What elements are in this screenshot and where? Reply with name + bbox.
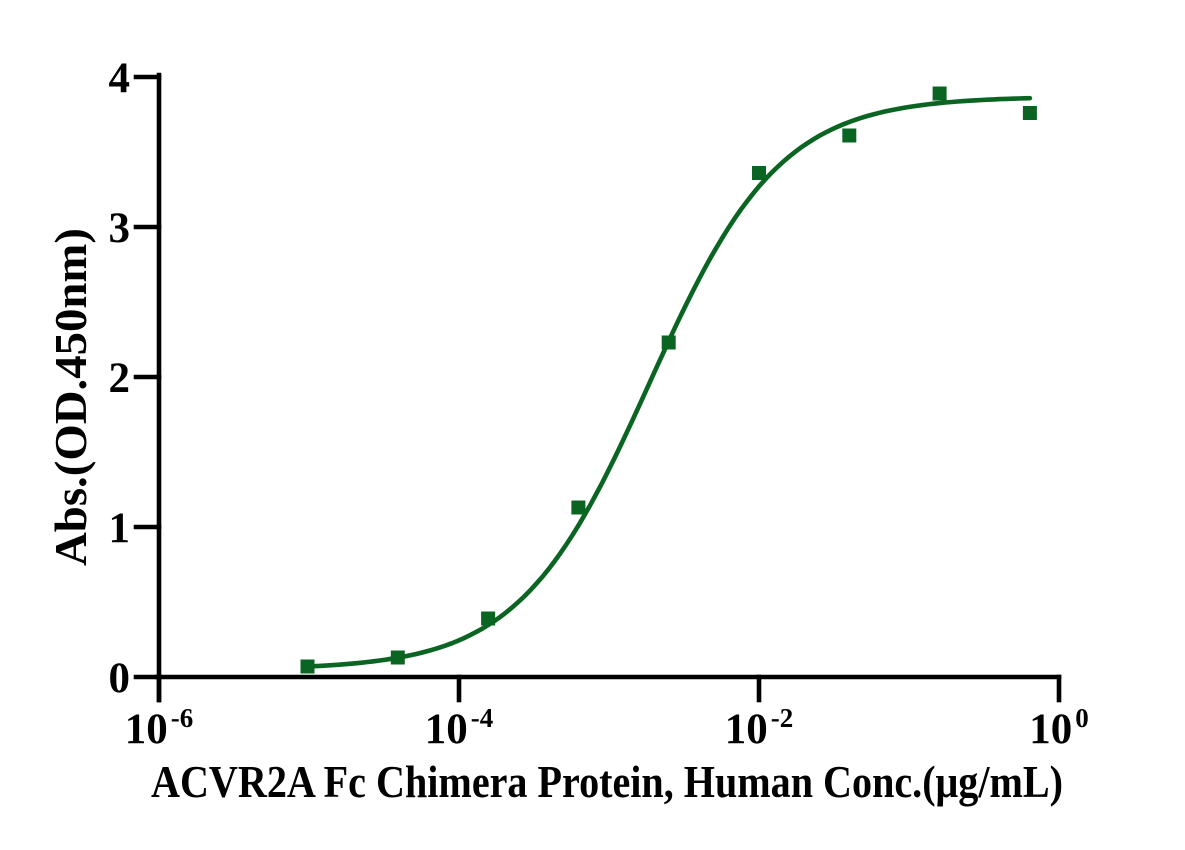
x-tick-label: 10 -2 [725, 703, 794, 753]
y-tick-label: 4 [109, 55, 131, 102]
data-point [300, 659, 315, 674]
plot-area: 10 -6 10 -4 10 -2 10 0 0 1 2 3 4 [109, 55, 1089, 753]
data-point [752, 166, 766, 180]
data-point [481, 611, 496, 626]
data-point [390, 650, 405, 665]
x-axis-title: ACVR2A Fc Chimera Protein, Human Conc.(μ… [151, 756, 1063, 807]
y-tick-label: 3 [109, 205, 131, 252]
data-point [1022, 106, 1037, 120]
fit-curve [305, 95, 1033, 669]
data-point [571, 500, 586, 515]
x-tick-label: 10 -4 [425, 703, 494, 753]
data-point [932, 86, 947, 101]
y-tick-label: 2 [109, 355, 131, 402]
x-tick-label: 10 -6 [125, 703, 194, 753]
data-point [661, 335, 676, 350]
data-point [842, 128, 857, 143]
y-tick-label: 0 [109, 655, 131, 702]
y-tick-label: 1 [109, 505, 131, 552]
x-tick-label: 10 0 [1029, 703, 1089, 753]
y-axis-title: Abs.(OD.450nm) [45, 228, 96, 566]
